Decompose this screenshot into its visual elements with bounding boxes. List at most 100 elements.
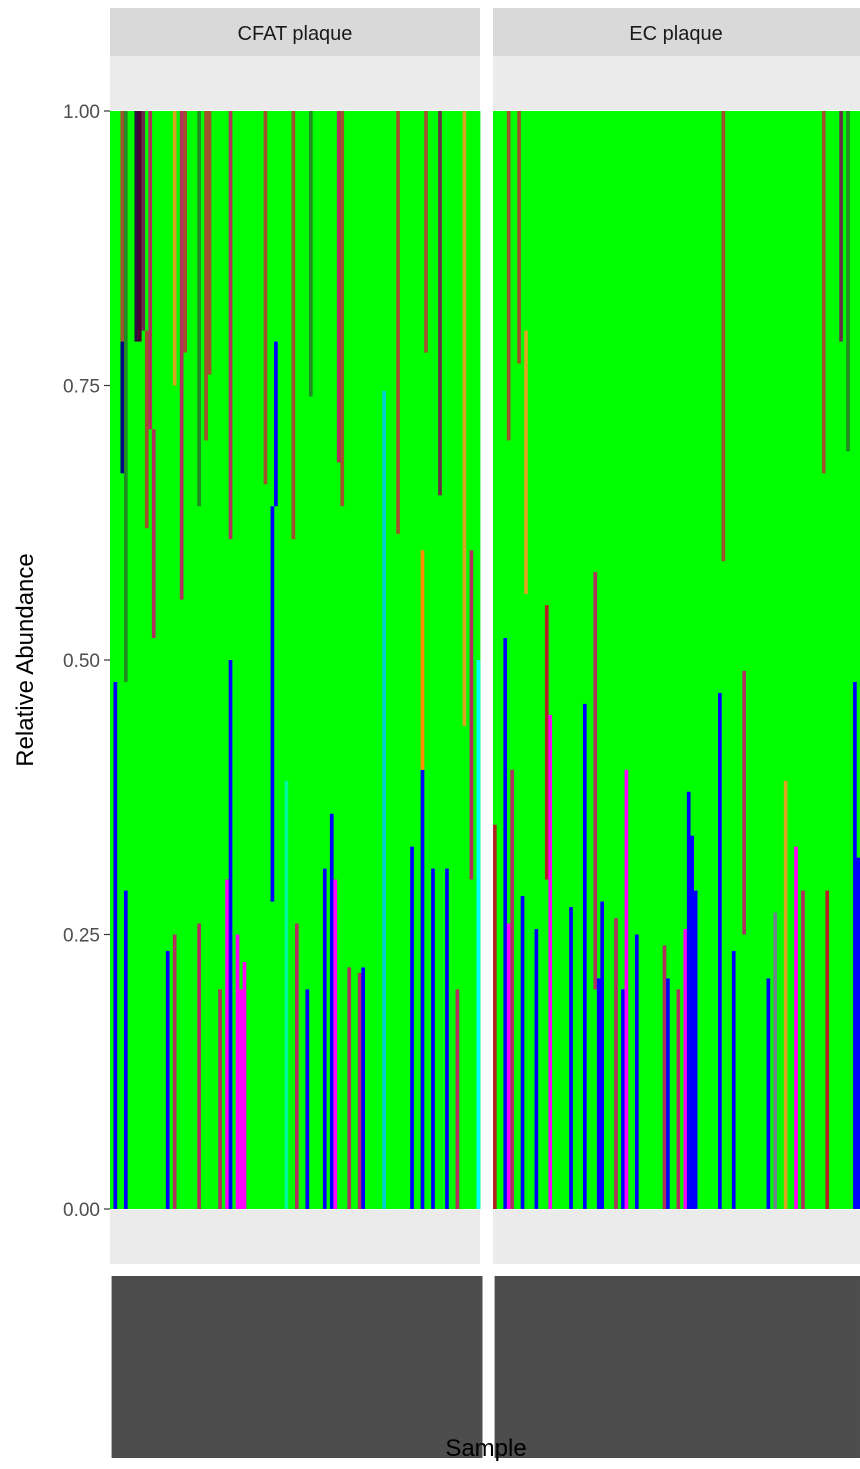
bar-segment <box>162 111 167 1209</box>
bar-segment <box>839 111 843 342</box>
sample-tick-label: ▬▬▬▬▬▬▬▬▬▬▬▬▬▬ <box>390 1276 405 1458</box>
sample-tick-label: ▬▬▬▬▬▬▬▬▬▬▬▬▬▬ <box>212 1276 227 1458</box>
bar-segment <box>336 111 341 463</box>
bar-segment <box>179 111 184 600</box>
bar-segment <box>821 111 826 474</box>
bar-segment <box>673 111 677 1209</box>
sample-tick-label: ▬▬▬▬▬▬▬▬▬▬▬▬▬▬ <box>580 1276 595 1458</box>
bar-segment <box>794 846 798 1209</box>
bar-segment <box>776 111 781 1209</box>
sample-tick-label: ▬▬▬▬▬▬▬▬▬▬▬▬▬▬ <box>850 1276 860 1458</box>
sample-tick-label: ▬▬▬▬▬▬▬▬▬▬▬▬▬▬ <box>156 1276 171 1458</box>
sample-tick-label: ▬▬▬▬▬▬▬▬▬▬▬▬▬▬ <box>670 1276 685 1458</box>
bar-segment <box>583 111 587 1209</box>
sample-tick-label: ▬▬▬▬▬▬▬▬▬▬▬▬▬▬ <box>114 1276 129 1458</box>
sample-tick-label: ▬▬▬▬▬▬▬▬▬▬▬▬▬▬ <box>639 1276 654 1458</box>
sample-tick-label: ▬▬▬▬▬▬▬▬▬▬▬▬▬▬ <box>618 1276 633 1458</box>
bar-segment <box>679 111 684 1209</box>
bar-segment <box>541 111 546 1209</box>
sample-tick-label: ▬▬▬▬▬▬▬▬▬▬▬▬▬▬ <box>608 1276 623 1458</box>
sample-tick-label: ▬▬▬▬▬▬▬▬▬▬▬▬▬▬ <box>573 1276 588 1458</box>
bar-segment <box>790 111 795 1209</box>
bar-segment <box>322 868 327 1209</box>
sample-tick-label: ▬▬▬▬▬▬▬▬▬▬▬▬▬▬ <box>348 1276 363 1458</box>
sample-tick-label: ▬▬▬▬▬▬▬▬▬▬▬▬▬▬ <box>163 1276 178 1458</box>
bar-segment <box>172 111 177 1209</box>
bar-segment <box>253 111 258 1209</box>
sample-tick-label: ▬▬▬▬▬▬▬▬▬▬▬▬▬▬ <box>663 1276 678 1458</box>
sample-tick-label: ▬▬▬▬▬▬▬▬▬▬▬▬▬▬ <box>726 1276 741 1458</box>
sample-tick-label: ▬▬▬▬▬▬▬▬▬▬▬▬▬▬ <box>177 1276 192 1458</box>
sample-tick-label: ▬▬▬▬▬▬▬▬▬▬▬▬▬▬ <box>632 1276 647 1458</box>
sample-tick-label: ▬▬▬▬▬▬▬▬▬▬▬▬▬▬ <box>198 1276 213 1458</box>
bar-segment <box>235 111 240 1209</box>
sample-tick-label: ▬▬▬▬▬▬▬▬▬▬▬▬▬▬ <box>546 1276 561 1458</box>
bar-segment <box>783 111 788 1209</box>
bar-segment <box>766 111 771 1209</box>
bar-segment <box>413 111 418 1209</box>
bar-segment <box>424 111 428 353</box>
sample-tick-label: ▬▬▬▬▬▬▬▬▬▬▬▬▬▬ <box>317 1276 332 1458</box>
sample-tick-label: ▬▬▬▬▬▬▬▬▬▬▬▬▬▬ <box>667 1276 682 1458</box>
sample-tick-label: ▬▬▬▬▬▬▬▬▬▬▬▬▬▬ <box>542 1276 557 1458</box>
bar-segment <box>169 111 174 1209</box>
bar-segment <box>624 769 629 1209</box>
sample-tick-label: ▬▬▬▬▬▬▬▬▬▬▬▬▬▬ <box>816 1276 831 1458</box>
sample-tick-label: ▬▬▬▬▬▬▬▬▬▬▬▬▬▬ <box>688 1276 703 1458</box>
bar-segment <box>417 111 422 1209</box>
sample-tick-label: ▬▬▬▬▬▬▬▬▬▬▬▬▬▬ <box>504 1276 519 1458</box>
bar-segment <box>676 989 681 1209</box>
sample-tick-label: ▬▬▬▬▬▬▬▬▬▬▬▬▬▬ <box>847 1276 860 1458</box>
sample-tick-label: ▬▬▬▬▬▬▬▬▬▬▬▬▬▬ <box>219 1276 234 1458</box>
bar-segment <box>752 111 757 1209</box>
bar-segment <box>569 907 573 1209</box>
sample-tick-label: ▬▬▬▬▬▬▬▬▬▬▬▬▬▬ <box>705 1276 720 1458</box>
bar-segment <box>697 111 702 1209</box>
sample-tick-label: ▬▬▬▬▬▬▬▬▬▬▬▬▬▬ <box>236 1276 251 1458</box>
sample-tick-label: ▬▬▬▬▬▬▬▬▬▬▬▬▬▬ <box>160 1276 175 1458</box>
sample-tick-label: ▬▬▬▬▬▬▬▬▬▬▬▬▬▬ <box>226 1276 241 1458</box>
bar-segment <box>385 111 390 1209</box>
sample-tick-label: ▬▬▬▬▬▬▬▬▬▬▬▬▬▬ <box>257 1276 272 1458</box>
bar-segment <box>562 111 567 1209</box>
bar-segment <box>110 111 114 1209</box>
bar-segment <box>291 111 296 540</box>
sample-tick-label: ▬▬▬▬▬▬▬▬▬▬▬▬▬▬ <box>559 1276 574 1458</box>
sample-tick-label: ▬▬▬▬▬▬▬▬▬▬▬▬▬▬ <box>518 1276 533 1458</box>
bar-segment <box>326 111 331 1209</box>
sample-tick-label: ▬▬▬▬▬▬▬▬▬▬▬▬▬▬ <box>577 1276 592 1458</box>
bar-segment <box>357 972 362 1209</box>
sample-tick-label: ▬▬▬▬▬▬▬▬▬▬▬▬▬▬ <box>823 1276 838 1458</box>
bar-segment <box>329 111 334 1209</box>
bar-segment <box>634 111 639 1209</box>
sample-tick-label: ▬▬▬▬▬▬▬▬▬▬▬▬▬▬ <box>320 1276 335 1458</box>
bar-segment <box>151 429 156 639</box>
bar-segment <box>295 111 299 1209</box>
facet-title-ec-plaque: EC plaque <box>629 23 722 45</box>
sample-tick-label: ▬▬▬▬▬▬▬▬▬▬▬▬▬▬ <box>254 1276 269 1458</box>
sample-tick-label: ▬▬▬▬▬▬▬▬▬▬▬▬▬▬ <box>470 1276 485 1458</box>
sample-tick-label: ▬▬▬▬▬▬▬▬▬▬▬▬▬▬ <box>170 1276 185 1458</box>
sample-tick-label: ▬▬▬▬▬▬▬▬▬▬▬▬▬▬ <box>215 1276 230 1458</box>
bar-segment <box>382 390 386 1209</box>
sample-tick-label: ▬▬▬▬▬▬▬▬▬▬▬▬▬▬ <box>733 1276 748 1458</box>
bar-segment <box>596 111 601 1209</box>
bar-segment <box>856 111 860 1209</box>
sample-tick-label: ▬▬▬▬▬▬▬▬▬▬▬▬▬▬ <box>271 1276 286 1458</box>
bar-segment <box>322 111 327 1209</box>
bar-segment <box>476 660 481 1209</box>
sample-tick-label: ▬▬▬▬▬▬▬▬▬▬▬▬▬▬ <box>674 1276 689 1458</box>
sample-tick-label: ▬▬▬▬▬▬▬▬▬▬▬▬▬▬ <box>563 1276 578 1458</box>
sample-tick-label: ▬▬▬▬▬▬▬▬▬▬▬▬▬▬ <box>275 1276 290 1458</box>
bar-segment <box>204 111 208 441</box>
bar-segment <box>354 111 359 1209</box>
bar-segment <box>801 111 806 1209</box>
bar-segment <box>738 111 743 1209</box>
bar-segment <box>459 111 463 1209</box>
sample-tick-label: ▬▬▬▬▬▬▬▬▬▬▬▬▬▬ <box>701 1276 716 1458</box>
bar-segment <box>621 111 625 1209</box>
bar-segment <box>137 111 142 342</box>
sample-tick-label: ▬▬▬▬▬▬▬▬▬▬▬▬▬▬ <box>750 1276 765 1458</box>
sample-tick-label: ▬▬▬▬▬▬▬▬▬▬▬▬▬▬ <box>432 1276 447 1458</box>
sample-tick-label: ▬▬▬▬▬▬▬▬▬▬▬▬▬▬ <box>435 1276 450 1458</box>
